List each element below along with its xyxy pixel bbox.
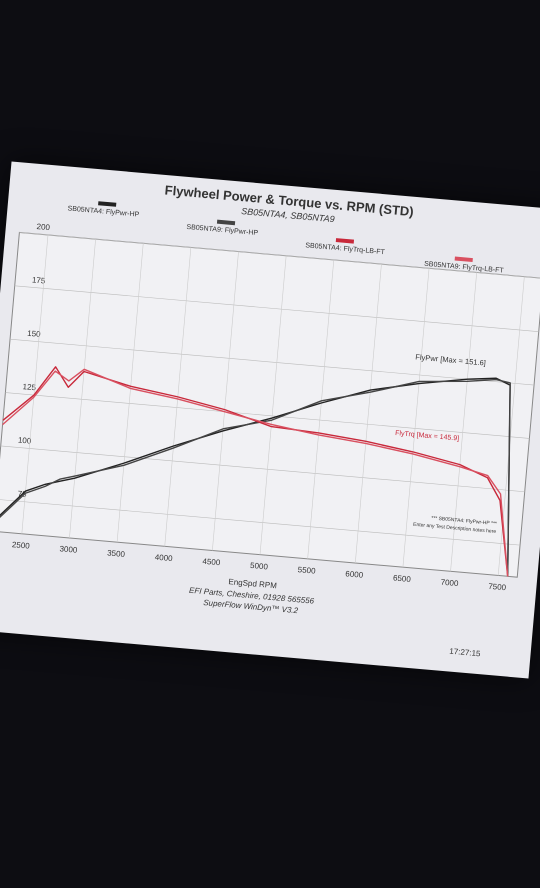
x-tick-label: 3500 bbox=[107, 548, 126, 559]
grid-line bbox=[0, 498, 521, 546]
x-tick-label: 5500 bbox=[297, 565, 316, 576]
grid-line bbox=[402, 268, 430, 568]
grid-line bbox=[10, 338, 535, 386]
note: *** SB05NTA4: FlyPwr-HP *** bbox=[431, 515, 497, 527]
chart: Flywheel Power & Torque vs. RPM (STD) SB… bbox=[0, 182, 540, 659]
grid-line bbox=[21, 234, 49, 534]
grid-line bbox=[116, 243, 144, 543]
grid-line bbox=[307, 259, 335, 559]
legend-swatch bbox=[216, 219, 236, 226]
grid-line bbox=[212, 251, 239, 551]
x-tick-label: 3000 bbox=[59, 544, 78, 555]
y-tick-label: 175 bbox=[32, 275, 47, 285]
grid-line bbox=[450, 272, 477, 572]
y-tick-label: 200 bbox=[36, 222, 51, 232]
grid-line bbox=[5, 392, 530, 439]
x-tick-label: 7500 bbox=[488, 582, 507, 593]
grid-line bbox=[0, 445, 525, 493]
grid-line bbox=[19, 232, 540, 279]
x-tick-label: 7000 bbox=[440, 578, 459, 589]
legend-swatch bbox=[98, 201, 117, 207]
grid-line bbox=[354, 264, 382, 564]
grid-line bbox=[69, 239, 96, 538]
x-tick-label: 5000 bbox=[250, 561, 269, 572]
grid-line bbox=[259, 255, 287, 555]
legend-label: SB05NTA9: FlyPwr-HP bbox=[186, 224, 258, 237]
x-tick-label: 2500 bbox=[12, 540, 31, 551]
legend-label: SB05NTA4: FlyPwr-HP bbox=[67, 205, 139, 218]
x-tick-label: 6000 bbox=[345, 569, 364, 580]
grid-line bbox=[14, 285, 539, 332]
legend-swatch bbox=[335, 238, 355, 244]
timestamp: 17:27:15 bbox=[449, 647, 481, 659]
series-line bbox=[0, 378, 511, 577]
y-tick-label: 100 bbox=[18, 436, 33, 446]
x-axis-label: EngSpd RPM bbox=[228, 577, 277, 590]
legend-label: SB05NTA4: FlyTrq-LB-FT bbox=[305, 242, 386, 256]
y-tick-label: 150 bbox=[27, 329, 42, 339]
x-tick-label: 4000 bbox=[154, 553, 173, 564]
x-tick-label: 4500 bbox=[202, 557, 221, 568]
y-tick-label: 125 bbox=[22, 382, 37, 392]
paper: Flywheel Power & Torque vs. RPM (STD) SB… bbox=[0, 161, 540, 679]
legend-swatch bbox=[454, 256, 473, 263]
x-tick-label: 6500 bbox=[393, 573, 412, 584]
series-line bbox=[2, 368, 509, 577]
